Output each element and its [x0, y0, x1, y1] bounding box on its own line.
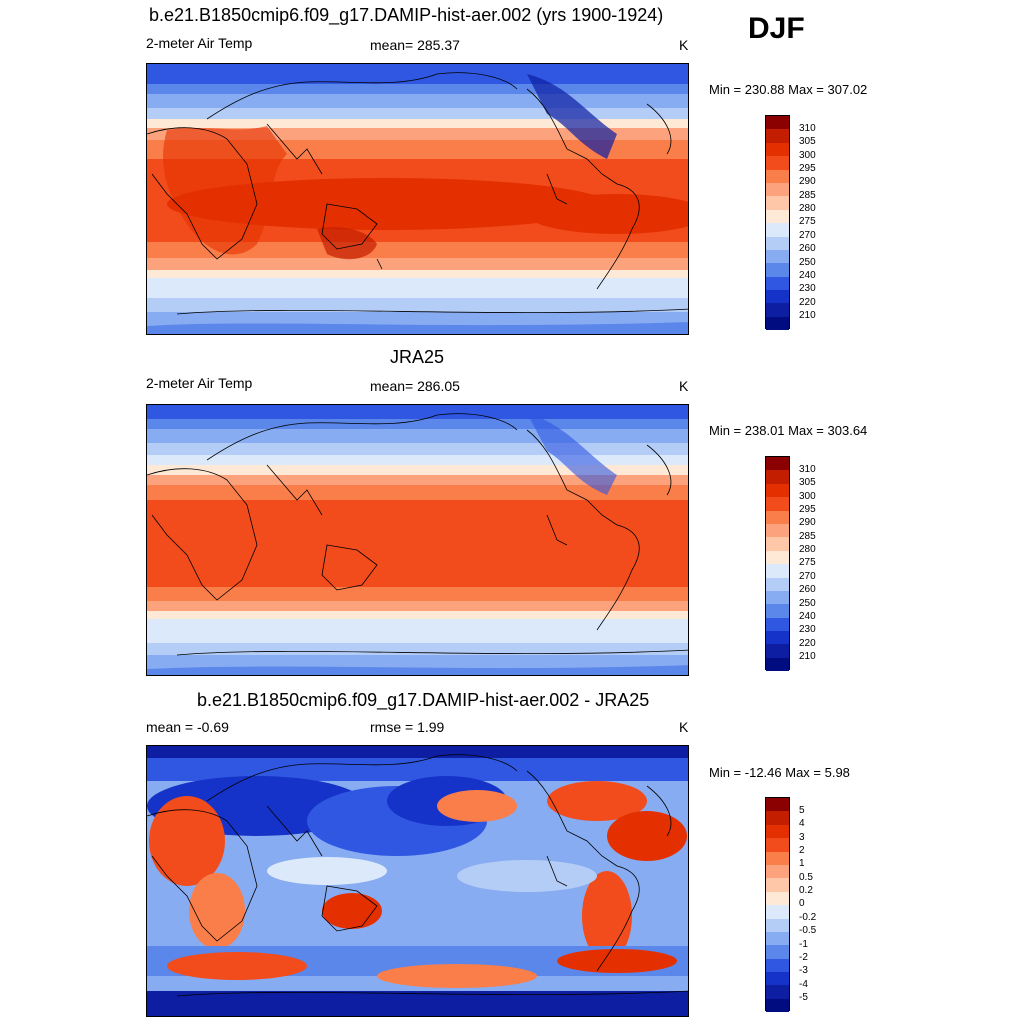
panel-3-title: b.e21.B1850cmip6.f09_g17.DAMIP-hist-aer.… [197, 690, 650, 710]
colorbar-2-tick: 305 [799, 477, 816, 488]
panel-3-map [146, 745, 689, 1017]
panel-2-minmax: Min = 238.01 Max = 303.64 [709, 423, 868, 438]
panel-1-minmax: Min = 230.88 Max = 307.02 [709, 82, 868, 97]
colorbar-3-tick: 5 [799, 805, 805, 816]
panel-2-mean-label: mean= 286.05 [370, 378, 460, 394]
colorbar-1-tick: 230 [799, 283, 816, 294]
colorbar-3-tick: 2 [799, 845, 805, 856]
colorbar-3-tick: 3 [799, 832, 805, 843]
colorbar-2-tick: 240 [799, 611, 816, 622]
colorbar-3-tick: 0.2 [799, 885, 813, 896]
panel-3-minmax: Min = -12.46 Max = 5.98 [709, 765, 850, 780]
panel-2-map [146, 404, 689, 676]
colorbar-2-tick: 210 [799, 651, 816, 662]
panel-3-units: K [679, 719, 689, 735]
colorbar-1-tick: 280 [799, 203, 816, 214]
panel-1-units: K [679, 37, 689, 53]
colorbar-1-tick: 210 [799, 310, 816, 321]
colorbar-1-tick: 285 [799, 190, 816, 201]
colorbar-3-tick: 0 [799, 898, 805, 909]
colorbar-1-tick: 250 [799, 257, 816, 268]
colorbar-2-tick: 290 [799, 517, 816, 528]
colorbar-3-tick: -0.2 [799, 912, 817, 923]
colorbar-2-tick: 250 [799, 598, 816, 609]
colorbar-2-tick: 280 [799, 544, 816, 555]
colorbar-2-tick: 260 [799, 584, 816, 595]
panel-3-mean-label: mean = -0.69 [146, 719, 229, 735]
colorbar-3-tick: 1 [799, 858, 805, 869]
panel-2-units: K [679, 378, 689, 394]
panel-1-colorbar [765, 115, 790, 331]
colorbar-3-tick: -2 [799, 952, 808, 963]
colorbar-1-tick: 300 [799, 150, 816, 161]
colorbar-3-tick: -5 [799, 992, 808, 1003]
panel-3-colorbar [765, 797, 790, 1013]
colorbar-1-tick: 290 [799, 176, 816, 187]
colorbar-1-tick: 270 [799, 230, 816, 241]
panel-1-variable-label: 2-meter Air Temp [146, 35, 253, 51]
panel-2-title: JRA25 [390, 347, 445, 367]
colorbar-1-tick: 240 [799, 270, 816, 281]
colorbar-1-tick: 310 [799, 123, 816, 134]
panel-1-map [146, 63, 689, 335]
panel-1-title: b.e21.B1850cmip6.f09_g17.DAMIP-hist-aer.… [149, 5, 664, 25]
colorbar-1-tick: 295 [799, 163, 816, 174]
colorbar-1-tick: 260 [799, 243, 816, 254]
colorbar-2-tick: 220 [799, 638, 816, 649]
colorbar-2-tick: 270 [799, 571, 816, 582]
panel-1-temperature-field [147, 64, 688, 334]
colorbar-3-tick: -4 [799, 979, 808, 990]
panel-1-mean-label: mean= 285.37 [370, 37, 460, 53]
season-label: DJF [748, 12, 805, 45]
colorbar-3-tick: 4 [799, 818, 805, 829]
colorbar-1-tick: 275 [799, 216, 816, 227]
colorbar-2-tick: 300 [799, 491, 816, 502]
colorbar-2-tick: 275 [799, 557, 816, 568]
panel-2-variable-label: 2-meter Air Temp [146, 375, 253, 391]
colorbar-3-tick: -1 [799, 939, 808, 950]
colorbar-3-tick: -3 [799, 965, 808, 976]
colorbar-2-tick: 295 [799, 504, 816, 515]
colorbar-2-tick: 310 [799, 464, 816, 475]
colorbar-2-tick: 285 [799, 531, 816, 542]
colorbar-1-tick: 305 [799, 136, 816, 147]
panel-2-temperature-field [147, 405, 688, 675]
panel-3-difference-field [147, 746, 688, 1016]
colorbar-1-tick: 220 [799, 297, 816, 308]
colorbar-3-tick: 0.5 [799, 872, 813, 883]
panel-3-rmse-label: rmse = 1.99 [370, 719, 445, 735]
colorbar-2-tick: 230 [799, 624, 816, 635]
colorbar-3-tick: -0.5 [799, 925, 817, 936]
panel-2-colorbar [765, 456, 790, 672]
